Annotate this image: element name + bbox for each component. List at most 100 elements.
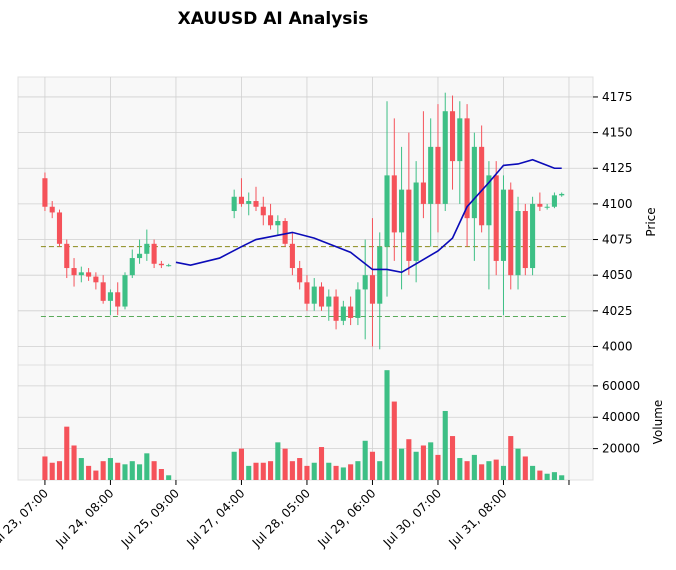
candle-body: [297, 268, 303, 283]
volume-bar: [333, 465, 339, 480]
volume-bar: [49, 462, 55, 480]
candle-body: [238, 196, 244, 204]
x-tick-label: Jul 30, 07:00: [380, 486, 444, 550]
candle-body: [479, 146, 485, 226]
x-tick-label: Jul 24, 08:00: [52, 486, 116, 550]
volume-bar: [413, 451, 419, 480]
volume-bar: [435, 454, 441, 480]
candle-body: [304, 282, 310, 304]
volume-bar: [304, 465, 310, 480]
y-tick-label: 4175: [602, 90, 633, 104]
candle-body: [78, 272, 84, 276]
candle-body: [129, 258, 135, 276]
volume-bar: [420, 445, 426, 480]
volume-bar: [115, 462, 121, 480]
volume-bar: [544, 473, 550, 480]
volume-bar: [282, 448, 288, 480]
candle-body: [428, 146, 434, 204]
candle-body: [391, 175, 397, 233]
candle-body: [166, 265, 172, 267]
candle-body: [515, 211, 521, 276]
candle-body: [318, 286, 325, 307]
candle-body: [64, 243, 70, 269]
candle-body: [537, 203, 543, 207]
candle-body: [449, 111, 456, 162]
volume-bar: [369, 451, 376, 480]
candle-body: [158, 263, 164, 266]
volume-bar: [238, 448, 244, 480]
y-axis-label: Price: [644, 207, 658, 236]
volume-bar: [449, 436, 456, 480]
y-tick-label: 4000: [602, 339, 633, 353]
candle-body: [457, 118, 463, 162]
candle-body: [268, 215, 274, 226]
volume-bar: [144, 453, 150, 480]
candle-body: [56, 212, 63, 244]
candle-body: [348, 306, 354, 318]
volume-bar: [486, 461, 492, 480]
volume-bar: [508, 436, 514, 480]
volume-bar: [318, 447, 325, 480]
y-tick-label: 4025: [602, 304, 633, 318]
volume-bar: [158, 469, 164, 480]
y-tick-label: 4100: [602, 197, 633, 211]
candle-body: [282, 221, 288, 244]
candle-body: [544, 206, 550, 208]
volume-bar: [530, 465, 536, 480]
volume-bar: [399, 448, 405, 480]
volume-bar: [493, 459, 499, 480]
volume-bar: [340, 467, 346, 480]
x-tick-label: Jul 31, 08:00: [445, 486, 509, 550]
candle-body: [559, 193, 565, 196]
volume-bar: [537, 470, 543, 480]
volume-bar: [122, 464, 128, 480]
volume-bar: [355, 461, 361, 480]
candle-body: [530, 203, 536, 269]
candle-body: [355, 289, 361, 318]
x-tick-label: Jul 25, 09:00: [118, 486, 182, 550]
candle-body: [413, 182, 419, 261]
candle-body: [231, 196, 237, 212]
volume-tick-label: 20000: [602, 442, 640, 456]
y-tick-label: 4125: [602, 161, 633, 175]
volume-bar: [64, 426, 70, 480]
candle-body: [311, 286, 317, 304]
candle-body: [340, 306, 346, 321]
x-tick-label: Jul 27, 04:00: [183, 486, 247, 550]
volume-bar: [311, 462, 317, 480]
candle-body: [369, 275, 376, 304]
chart-title: XAUUSD AI Analysis: [178, 9, 369, 29]
candle-body: [362, 275, 368, 290]
volume-bar: [260, 462, 266, 480]
candle-body: [508, 189, 514, 276]
candle-body: [522, 211, 528, 269]
candle-body: [107, 292, 113, 301]
volume-bar: [56, 461, 63, 480]
volume-bar: [522, 456, 528, 480]
candle-body: [289, 243, 295, 269]
candle-body: [486, 175, 492, 226]
candle-body: [333, 296, 339, 321]
candle-body: [115, 292, 121, 307]
volume-bar: [500, 465, 507, 480]
volume-bar: [515, 448, 521, 480]
volume-tick-label: 40000: [602, 410, 640, 424]
candle-body: [93, 276, 99, 283]
candle-body: [442, 111, 448, 204]
candle-body: [275, 221, 281, 226]
price-panel: [17, 76, 594, 366]
volume-bar: [406, 439, 412, 480]
volume-bar: [100, 461, 106, 480]
volume-bar: [166, 475, 172, 480]
volume-bar: [86, 465, 92, 480]
volume-bar: [253, 462, 259, 480]
volume-bar: [428, 442, 434, 480]
candle-body: [471, 146, 477, 219]
candle-body: [86, 272, 92, 277]
candle-body: [71, 268, 77, 276]
candle-body: [137, 253, 143, 259]
volume-bar: [377, 461, 383, 480]
volume-bar: [275, 442, 281, 480]
candle-body: [49, 206, 55, 213]
